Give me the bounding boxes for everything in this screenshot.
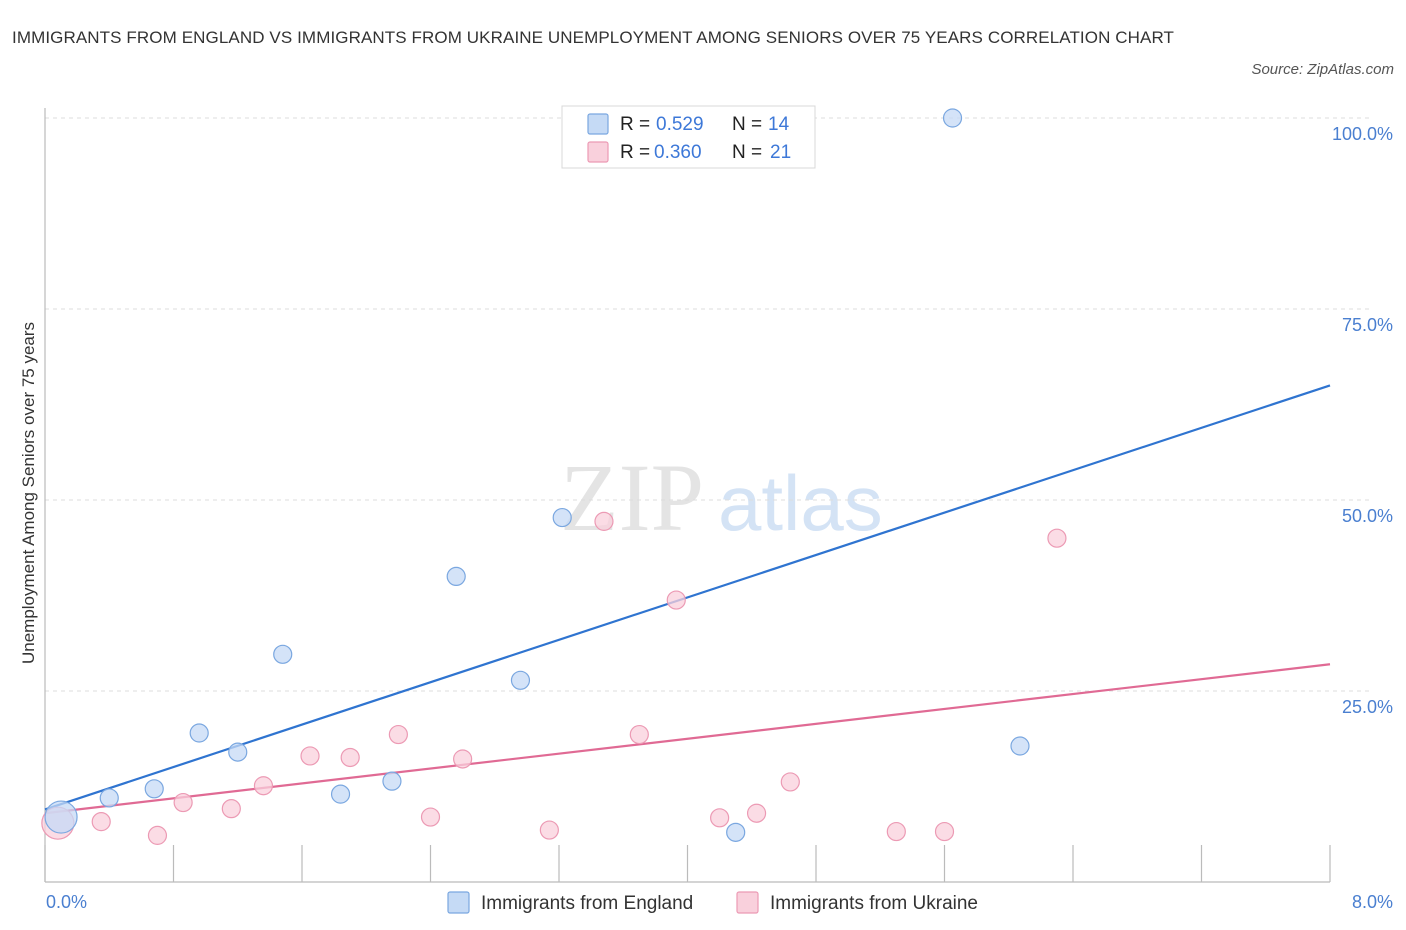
legend-swatch-ukraine (587, 141, 609, 163)
legend-r-label-ukraine: R = (620, 142, 650, 163)
point-england-3 (189, 723, 209, 743)
point-ukraine-1 (91, 812, 111, 832)
chart-title: IMMIGRANTS FROM ENGLAND VS IMMIGRANTS FR… (12, 28, 1175, 47)
point-england-10 (552, 507, 572, 528)
point-ukraine-15 (710, 808, 730, 828)
series-legend-label-ukraine: Immigrants from Ukraine (770, 893, 978, 914)
point-ukraine-3 (173, 792, 193, 813)
point-ukraine-18 (886, 821, 906, 842)
point-ukraine-11 (539, 820, 559, 840)
point-england-11 (726, 822, 746, 842)
point-ukraine-8 (388, 724, 408, 745)
legend-r-value-ukraine: 0.360 (654, 142, 702, 163)
y-tick-label-100: 100.0% (1332, 124, 1393, 144)
series-legend-swatch-ukraine (736, 891, 759, 914)
point-ukraine-10 (453, 749, 473, 769)
trend-line-england (44, 384, 1331, 811)
series-legend: Immigrants from England Immigrants from … (447, 891, 978, 914)
point-ukraine-17 (780, 772, 800, 792)
x-tick-label-min: 0.0% (46, 892, 87, 912)
legend-n-value-ukraine: 21 (770, 142, 791, 163)
x-tick-label-max: 8.0% (1352, 892, 1393, 912)
point-ukraine-5 (253, 776, 274, 796)
point-england-4 (228, 742, 248, 762)
point-england-6 (330, 784, 351, 804)
correlation-legend: R = 0.529 N = 14 R = 0.360 N = 21 (561, 105, 816, 169)
trend-line-ukraine (44, 663, 1331, 815)
legend-n-label-england: N = (732, 114, 762, 135)
point-england-7 (382, 771, 402, 791)
point-ukraine-12 (594, 511, 614, 531)
y-tick-label-25: 25.0% (1342, 697, 1393, 717)
axes (44, 108, 1331, 883)
legend-n-label-ukraine: N = (732, 142, 762, 163)
source-label: Source: ZipAtlas.com (1251, 61, 1394, 78)
point-ukraine-19 (934, 821, 955, 842)
point-england-2 (144, 779, 164, 799)
point-ukraine-13 (629, 724, 649, 745)
point-ukraine-14 (666, 590, 686, 610)
point-england-8 (446, 566, 466, 587)
point-england-13 (1010, 736, 1030, 756)
legend-r-label-england: R = (620, 114, 650, 135)
point-ukraine-7 (340, 747, 360, 768)
series-legend-swatch-england (447, 891, 470, 914)
tick-labels: 25.0% 50.0% 75.0% 100.0% 0.0% 8.0% (46, 124, 1393, 912)
point-england-1 (99, 788, 119, 808)
point-england-5 (273, 644, 293, 664)
point-ukraine-9 (420, 807, 441, 827)
point-ukraine-16 (746, 803, 767, 823)
point-ukraine-20 (1047, 528, 1067, 548)
y-axis-title: Unemployment Among Seniors over 75 years (19, 322, 38, 664)
y-tick-label-75: 75.0% (1342, 315, 1393, 335)
gridlines (45, 117, 1370, 692)
point-england-0 (44, 800, 78, 834)
series-legend-label-england: Immigrants from England (481, 893, 693, 914)
y-tick-label-50: 50.0% (1342, 506, 1393, 526)
point-ukraine-6 (300, 746, 320, 766)
watermark-zip: ZIP (560, 444, 704, 551)
legend-swatch-england (587, 113, 609, 135)
point-england-12 (942, 108, 963, 128)
point-ukraine-4 (221, 799, 241, 819)
watermark-atlas: atlas (718, 459, 883, 547)
point-ukraine-2 (147, 825, 168, 845)
legend-r-value-england: 0.529 (656, 114, 704, 135)
legend-n-value-england: 14 (768, 114, 790, 135)
point-england-9 (510, 670, 531, 690)
data-points (41, 108, 1067, 845)
